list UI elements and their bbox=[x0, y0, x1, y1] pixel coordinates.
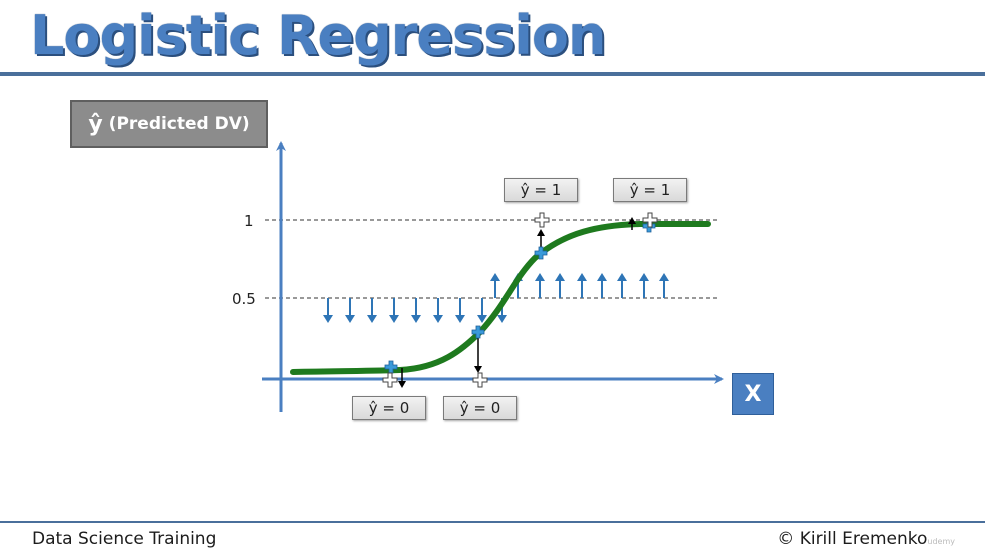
curve-point bbox=[384, 360, 398, 374]
x-axis-label: X bbox=[732, 373, 774, 415]
up-arrow bbox=[617, 273, 627, 298]
up-arrow bbox=[597, 273, 607, 298]
projection-arrow bbox=[628, 217, 636, 230]
curve-point bbox=[534, 246, 548, 260]
y-axis-label: ŷ (Predicted DV) bbox=[70, 100, 268, 148]
projected-point bbox=[642, 212, 658, 228]
projection-arrow bbox=[398, 368, 406, 388]
slide-title: Logistic Regression bbox=[30, 4, 606, 67]
callout-yhat-1-a: ŷ = 1 bbox=[504, 178, 578, 202]
footer-right-text: © Kirill Eremenkoudemy bbox=[777, 529, 955, 549]
udemy-watermark: udemy bbox=[927, 537, 955, 546]
down-arrow bbox=[477, 298, 487, 323]
curve-point bbox=[471, 325, 485, 339]
up-arrow bbox=[490, 273, 500, 298]
y-tick-0-5: 0.5 bbox=[232, 290, 256, 308]
sigmoid-curve bbox=[290, 220, 711, 375]
copyright-text: © Kirill Eremenko bbox=[777, 529, 928, 549]
footer-left-text: Data Science Training bbox=[32, 529, 217, 549]
y-axis-label-text: (Predicted DV) bbox=[108, 114, 250, 134]
up-arrow bbox=[577, 273, 587, 298]
down-arrows bbox=[323, 298, 507, 323]
down-arrow bbox=[367, 298, 377, 323]
up-arrow bbox=[659, 273, 669, 298]
up-arrow bbox=[535, 273, 545, 298]
projected-points bbox=[382, 212, 658, 388]
down-arrow bbox=[345, 298, 355, 323]
down-arrow bbox=[323, 298, 333, 323]
title-divider bbox=[0, 72, 985, 76]
down-arrow bbox=[389, 298, 399, 323]
projected-point bbox=[534, 212, 550, 228]
footer-divider bbox=[0, 521, 985, 523]
y-tick-1: 1 bbox=[244, 212, 254, 230]
down-arrow bbox=[433, 298, 443, 323]
projected-point bbox=[472, 372, 488, 388]
projection-arrow bbox=[474, 336, 482, 373]
up-arrow bbox=[639, 273, 649, 298]
up-arrow bbox=[555, 273, 565, 298]
callout-yhat-1-b: ŷ = 1 bbox=[613, 178, 687, 202]
y-hat-symbol: ŷ bbox=[88, 111, 103, 137]
callout-yhat-0-a: ŷ = 0 bbox=[352, 396, 426, 420]
projected-point bbox=[382, 372, 398, 388]
callout-yhat-0-b: ŷ = 0 bbox=[443, 396, 517, 420]
down-arrow bbox=[411, 298, 421, 323]
down-arrow bbox=[455, 298, 465, 323]
curve-points bbox=[384, 219, 656, 374]
